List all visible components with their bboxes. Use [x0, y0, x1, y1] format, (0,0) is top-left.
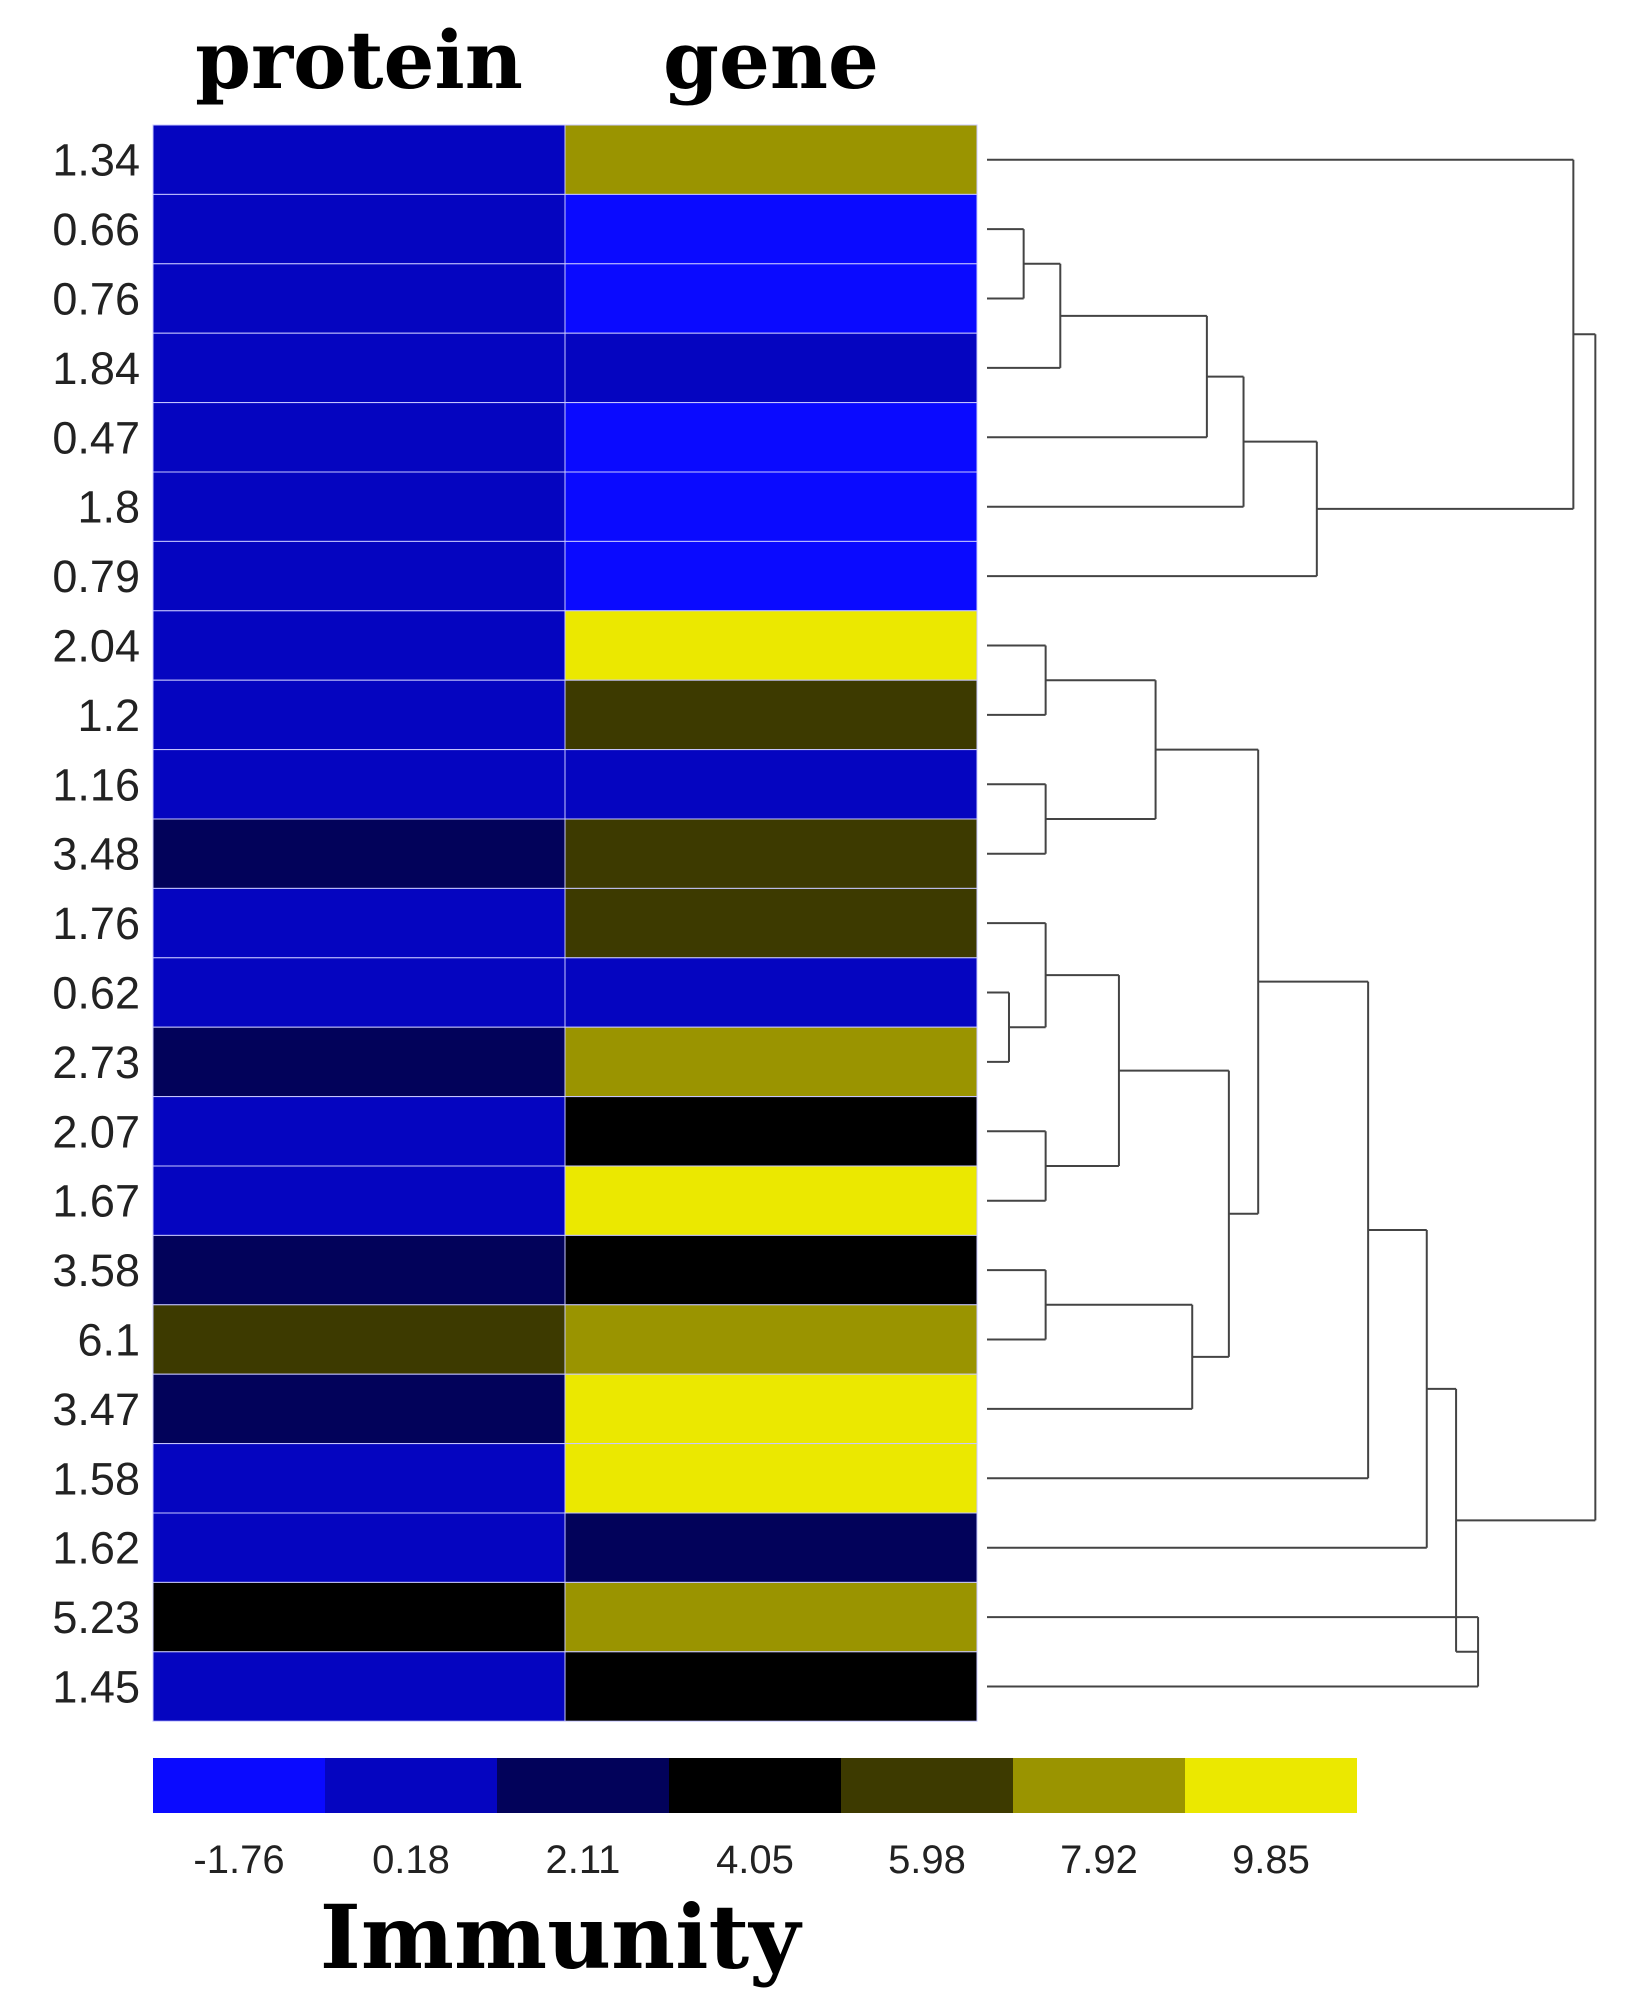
- legend-swatch: [669, 1758, 841, 1813]
- row-label: 0.47: [52, 412, 140, 463]
- legend-swatch: [1013, 1758, 1185, 1813]
- row-label: 3.48: [52, 829, 140, 880]
- heatmap-cell: [152, 1512, 566, 1583]
- legend-swatch: [153, 1758, 325, 1813]
- heatmap-cell: [564, 193, 978, 265]
- heatmap-cell: [564, 1373, 978, 1445]
- heatmap-cell: [152, 957, 566, 1028]
- row-label: 0.62: [52, 968, 140, 1019]
- legend-tick-label: 9.85: [1232, 1838, 1310, 1882]
- heatmap-cell: [152, 1165, 566, 1236]
- heatmap-cell: [152, 124, 566, 195]
- heatmap-cell: [564, 124, 978, 195]
- heatmap-cell: [564, 679, 978, 751]
- row-label: 1.8: [77, 482, 140, 533]
- heatmap-cell: [564, 540, 978, 612]
- heatmap-cell: [564, 1026, 978, 1098]
- row-label: 0.66: [52, 204, 140, 255]
- heatmap-cell: [152, 818, 566, 889]
- legend-tick-label: 2.11: [546, 1838, 621, 1882]
- heatmap-cell: [152, 193, 566, 265]
- legend-swatch: [1185, 1758, 1357, 1813]
- row-label: 2.73: [52, 1037, 140, 1088]
- color-legend: -1.76 0.18 2.11 4.05 5.98 7.92 9.85: [153, 1758, 1357, 1882]
- heatmap-cell: [564, 1096, 978, 1167]
- row-label: 0.76: [52, 274, 140, 325]
- heatmap-cell: [152, 1026, 566, 1098]
- row-label: 1.62: [52, 1523, 140, 1574]
- legend-swatch: [841, 1758, 1013, 1813]
- legend-tick-label: 5.98: [888, 1838, 966, 1882]
- heatmap-cell: [152, 1096, 566, 1167]
- dendrogram: [987, 158, 1597, 1688]
- heatmap-cell: [152, 1234, 566, 1306]
- row-label: 1.34: [52, 135, 140, 186]
- heatmap-cell: [152, 749, 566, 820]
- row-label: 1.2: [77, 690, 140, 741]
- column-title-protein: protein: [195, 13, 523, 107]
- heatmap-cell: [564, 887, 978, 959]
- legend-swatch: [325, 1758, 497, 1813]
- heatmap-cell: [564, 1304, 978, 1375]
- row-label: 3.58: [52, 1245, 140, 1296]
- legend-swatch: [497, 1758, 669, 1813]
- column-titles: protein gene: [195, 13, 879, 107]
- heatmap-cell: [564, 749, 978, 820]
- heatmap-cell: [564, 1165, 978, 1236]
- row-label: 2.07: [52, 1106, 140, 1157]
- row-label: 2.04: [52, 621, 140, 672]
- heatmap-cell: [564, 263, 978, 334]
- heatmap-cell: [152, 610, 566, 681]
- heatmap-cell: [564, 1443, 978, 1514]
- column-title-gene: gene: [663, 13, 879, 107]
- heatmap-cell: [152, 1581, 566, 1653]
- heatmap-cell: [152, 1443, 566, 1514]
- row-label: 1.45: [52, 1662, 140, 1713]
- heatmap-cells: [152, 124, 978, 1722]
- heatmap-cell: [152, 679, 566, 751]
- legend-tick-label: 0.18: [372, 1838, 450, 1882]
- heatmap-cell: [564, 1512, 978, 1583]
- legend-tick-label: 7.92: [1060, 1838, 1138, 1882]
- heatmap-cell: [152, 471, 566, 542]
- heatmap-cell: [152, 332, 566, 404]
- heatmap-cell: [564, 957, 978, 1028]
- heatmap-cell: [564, 332, 978, 404]
- heatmap-cell: [564, 1581, 978, 1653]
- heatmap-cell: [152, 887, 566, 959]
- row-label: 0.79: [52, 551, 140, 602]
- heatmap-cell: [152, 1304, 566, 1375]
- legend-tick-label: 4.05: [716, 1838, 794, 1882]
- legend-title: Immunity: [320, 1885, 803, 1989]
- heatmap-cell: [152, 540, 566, 612]
- heatmap-cell: [564, 818, 978, 889]
- heatmap-cell: [564, 471, 978, 542]
- heatmap-cell: [564, 1651, 978, 1722]
- heatmap-cell: [152, 1651, 566, 1722]
- row-label: 1.76: [52, 898, 140, 949]
- row-label: 1.16: [52, 759, 140, 810]
- heatmap-cell: [152, 263, 566, 334]
- row-label: 3.47: [52, 1384, 140, 1435]
- row-label: 5.23: [52, 1592, 140, 1643]
- legend-tick-label: -1.76: [193, 1838, 284, 1882]
- heatmap-cell: [564, 402, 978, 473]
- row-label: 1.67: [52, 1176, 140, 1227]
- heatmap-cell: [564, 1234, 978, 1306]
- heatmap-cell: [564, 610, 978, 681]
- row-label: 6.1: [77, 1315, 140, 1366]
- row-label: 1.58: [52, 1453, 140, 1504]
- heatmap-cell: [152, 1373, 566, 1445]
- row-label: 1.84: [52, 343, 140, 394]
- row-labels: 1.34 0.66 0.76 1.84 0.47 1.8 0.79 2.04 1.2 1.16 3.…: [52, 135, 140, 1713]
- heatmap-cell: [152, 402, 566, 473]
